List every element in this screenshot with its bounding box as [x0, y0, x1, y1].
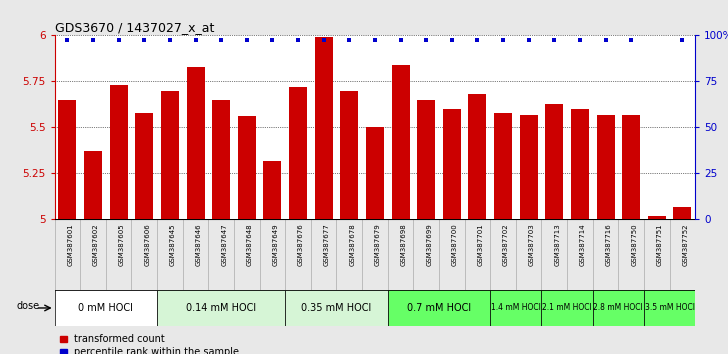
- Bar: [596, 115, 614, 219]
- Legend: transformed count, percentile rank within the sample: transformed count, percentile rank withi…: [56, 331, 243, 354]
- Text: GSM387602: GSM387602: [93, 223, 99, 266]
- Text: GSM387752: GSM387752: [682, 223, 689, 266]
- Text: GSM387601: GSM387601: [68, 223, 74, 266]
- Bar: [490, 290, 542, 326]
- Bar: [157, 290, 285, 326]
- Text: GSM387678: GSM387678: [349, 223, 355, 266]
- Text: GSM387676: GSM387676: [298, 223, 304, 266]
- Bar: [520, 115, 538, 219]
- Text: GSM387702: GSM387702: [503, 223, 509, 266]
- Bar: [388, 290, 490, 326]
- Bar: [58, 100, 76, 219]
- Text: GSM387751: GSM387751: [657, 223, 662, 266]
- Bar: [542, 290, 593, 326]
- Bar: [417, 100, 435, 219]
- Bar: [135, 113, 154, 219]
- Bar: [648, 216, 666, 219]
- Bar: [289, 87, 307, 219]
- Text: 0.7 mM HOCl: 0.7 mM HOCl: [407, 303, 471, 313]
- Bar: [622, 115, 640, 219]
- Text: 0 mM HOCl: 0 mM HOCl: [79, 303, 133, 313]
- Bar: [571, 109, 589, 219]
- Text: GSM387713: GSM387713: [554, 223, 561, 266]
- Bar: [238, 116, 256, 219]
- Text: 0.35 mM HOCl: 0.35 mM HOCl: [301, 303, 371, 313]
- Text: GSM387698: GSM387698: [400, 223, 406, 266]
- Bar: [186, 67, 205, 219]
- Bar: [644, 290, 695, 326]
- Bar: [468, 94, 486, 219]
- Bar: [443, 109, 461, 219]
- Bar: [366, 127, 384, 219]
- Text: GSM387646: GSM387646: [196, 223, 202, 266]
- Bar: [673, 207, 692, 219]
- Bar: [285, 290, 388, 326]
- Text: GSM387699: GSM387699: [426, 223, 432, 266]
- Text: GSM387606: GSM387606: [144, 223, 150, 266]
- Text: GSM387716: GSM387716: [606, 223, 612, 266]
- Bar: [314, 37, 333, 219]
- Text: GDS3670 / 1437027_x_at: GDS3670 / 1437027_x_at: [55, 21, 214, 34]
- Bar: [340, 91, 358, 219]
- Text: GSM387648: GSM387648: [247, 223, 253, 266]
- Bar: [593, 290, 644, 326]
- Bar: [110, 85, 127, 219]
- Bar: [212, 100, 230, 219]
- Text: GSM387714: GSM387714: [580, 223, 586, 266]
- Text: GSM387647: GSM387647: [221, 223, 227, 266]
- Text: 1.4 mM HOCl: 1.4 mM HOCl: [491, 303, 541, 313]
- Text: GSM387701: GSM387701: [478, 223, 483, 266]
- Bar: [161, 91, 179, 219]
- Bar: [55, 290, 157, 326]
- Text: 2.1 mM HOCl: 2.1 mM HOCl: [542, 303, 592, 313]
- Bar: [392, 65, 410, 219]
- Text: 2.8 mM HOCl: 2.8 mM HOCl: [593, 303, 644, 313]
- Text: GSM387649: GSM387649: [272, 223, 278, 266]
- Bar: [84, 152, 102, 219]
- Bar: [494, 113, 512, 219]
- Bar: [264, 161, 282, 219]
- Text: 0.14 mM HOCl: 0.14 mM HOCl: [186, 303, 256, 313]
- Text: GSM387645: GSM387645: [170, 223, 176, 266]
- Text: GSM387703: GSM387703: [529, 223, 534, 266]
- Text: 3.5 mM HOCl: 3.5 mM HOCl: [644, 303, 695, 313]
- Text: GSM387679: GSM387679: [375, 223, 381, 266]
- Bar: [545, 103, 563, 219]
- Text: GSM387605: GSM387605: [119, 223, 124, 266]
- Text: GSM387700: GSM387700: [452, 223, 458, 266]
- Text: GSM387750: GSM387750: [631, 223, 637, 266]
- Text: GSM387677: GSM387677: [324, 223, 330, 266]
- Text: dose: dose: [16, 301, 39, 311]
